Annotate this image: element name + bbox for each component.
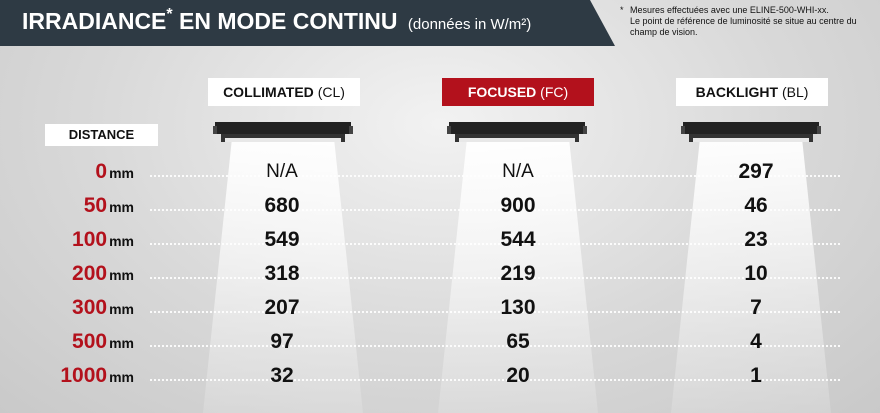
value-focused: 219 <box>500 262 536 285</box>
column-name: COLLIMATED <box>223 84 314 100</box>
unit-note: (données in W/m²) <box>407 16 532 33</box>
distance-cell: 1000 mm <box>60 361 134 391</box>
table-row: 1000 mm 32 20 1 <box>0 361 880 391</box>
title-rest: EN MODE CONTINU <box>179 8 398 34</box>
distance-value: 50 <box>83 194 108 217</box>
distance-value: 500 <box>72 330 108 353</box>
column-header-backlight: BACKLIGHT (BL) <box>676 78 828 106</box>
distance-unit: mm <box>109 165 134 181</box>
page-title: IRRADIANCE* EN MODE CONTINU (données in … <box>22 6 532 35</box>
title-main: IRRADIANCE <box>22 8 167 34</box>
footnote-star: * <box>620 5 624 15</box>
distance-unit: mm <box>109 369 134 385</box>
light-beam-focused <box>438 140 598 413</box>
dotted-leader <box>150 175 840 177</box>
value-collimated: 97 <box>270 330 294 353</box>
distance-cell: 50 mm <box>84 191 134 221</box>
title-banner: IRRADIANCE* EN MODE CONTINU (données in … <box>0 0 880 46</box>
distance-unit: mm <box>109 335 134 351</box>
table-row: 200 mm 318 219 10 <box>0 259 880 289</box>
table-row: 500 mm 97 65 4 <box>0 327 880 357</box>
table-row: 50 mm 680 900 46 <box>0 191 880 221</box>
dotted-leader <box>150 345 840 347</box>
distance-value: 200 <box>72 262 108 285</box>
value-focused: 544 <box>500 228 536 251</box>
column-abbr: (FC) <box>540 84 569 100</box>
value-backlight: 1 <box>750 364 762 387</box>
value-focused: N/A <box>502 161 534 182</box>
column-header-focused: FOCUSED (FC) <box>442 78 594 106</box>
footnote-line1: Mesures effectuées avec une ELINE-500-WH… <box>630 5 829 15</box>
distance-cell: 500 mm <box>72 327 134 357</box>
value-backlight: 4 <box>750 330 762 353</box>
distance-value: 0 <box>95 160 108 183</box>
value-collimated: 318 <box>264 262 300 285</box>
distance-cell: 300 mm <box>72 293 134 323</box>
value-backlight: 7 <box>750 296 762 319</box>
light-beam-backlight <box>671 140 831 413</box>
value-collimated: 207 <box>264 296 300 319</box>
value-backlight: 23 <box>744 228 768 251</box>
distance-cell: 100 mm <box>72 225 134 255</box>
column-name: BACKLIGHT <box>695 84 779 100</box>
distance-unit: mm <box>109 233 134 249</box>
title-star: * <box>166 6 173 23</box>
distance-unit: mm <box>109 301 134 317</box>
table-row: 100 mm 549 544 23 <box>0 225 880 255</box>
column-header-collimated: COLLIMATED (CL) <box>208 78 360 106</box>
value-focused: 130 <box>500 296 536 319</box>
distance-value: 100 <box>72 228 108 251</box>
light-fixture-icon <box>213 122 353 142</box>
value-focused: 65 <box>506 330 530 353</box>
distance-label: DISTANCE <box>45 124 158 146</box>
distance-cell: 0 mm <box>95 157 134 187</box>
distance-value: 1000 <box>60 364 108 387</box>
value-focused: 20 <box>506 364 530 387</box>
light-beam-collimated <box>203 140 363 413</box>
column-abbr: (CL) <box>317 84 345 100</box>
dotted-leader <box>150 243 840 245</box>
distance-value: 300 <box>72 296 108 319</box>
dotted-leader <box>150 379 840 381</box>
distance-cell: 200 mm <box>72 259 134 289</box>
value-collimated: N/A <box>266 161 298 182</box>
column-name: FOCUSED <box>467 84 537 100</box>
column-abbr: (BL) <box>781 84 809 100</box>
title-banner-shape <box>0 0 615 46</box>
light-fixture-icon <box>681 122 821 142</box>
dotted-leader <box>150 311 840 313</box>
table-row: 0 mm N/A N/A 297 <box>0 157 880 187</box>
value-collimated: 549 <box>264 228 300 251</box>
footnote: * Mesures effectuées avec une ELINE-500-… <box>620 5 875 38</box>
dotted-leader <box>150 277 840 279</box>
value-backlight: 46 <box>744 194 768 217</box>
distance-unit: mm <box>109 267 134 283</box>
table-row: 300 mm 207 130 7 <box>0 293 880 323</box>
distance-unit: mm <box>109 199 134 215</box>
light-fixture-icon <box>447 122 587 142</box>
value-collimated: 680 <box>264 194 300 217</box>
value-backlight: 297 <box>738 160 774 183</box>
value-collimated: 32 <box>270 364 294 387</box>
dotted-leader <box>150 209 840 211</box>
value-backlight: 10 <box>744 262 768 285</box>
value-focused: 900 <box>500 194 536 217</box>
footnote-line2: Le point de référence de luminosité se s… <box>630 16 857 37</box>
